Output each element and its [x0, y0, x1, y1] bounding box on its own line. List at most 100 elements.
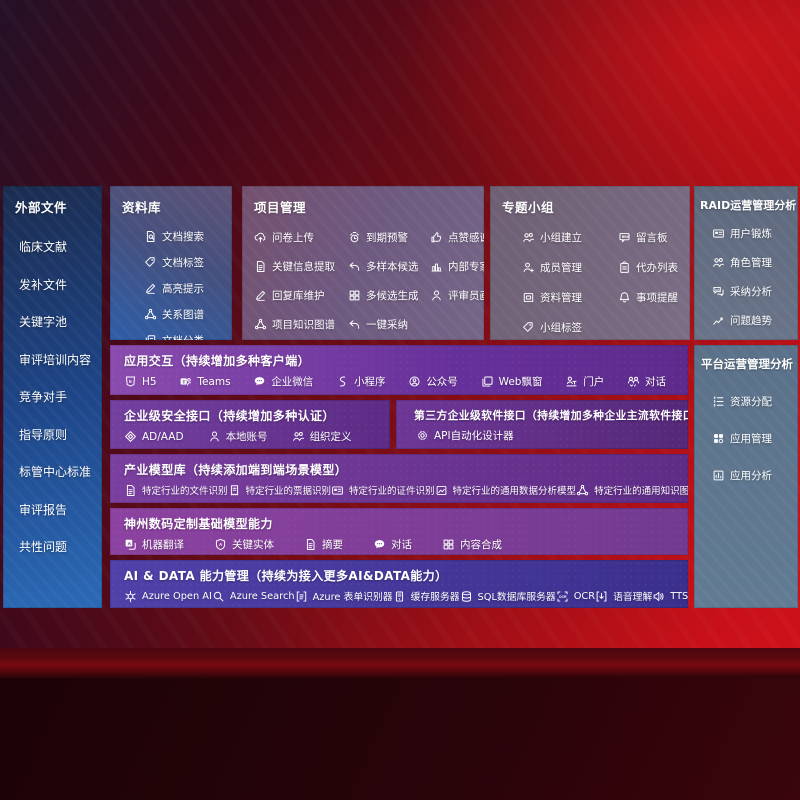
feature-item: 对话	[627, 374, 666, 389]
feature-label: 本地账号	[225, 431, 268, 443]
feature-item: 小程序	[336, 374, 386, 389]
feature-row: 特定行业的文件识别 特定行业的票据识别 特定行业的证件识别 特定行业的通用数据分析模型…	[110, 478, 688, 497]
teams-icon: T	[179, 375, 192, 388]
podium-icon	[430, 260, 443, 273]
feature-item: 代办列表	[618, 260, 690, 275]
feature-grid: 小组建立 BBS 留言板 成员管理 代办列表 资料管理 事项提醒 小组标签	[490, 216, 690, 335]
people-chat-icon	[627, 375, 640, 388]
feature-label: 特定行业的票据识别	[245, 486, 332, 497]
reply-arrow-icon	[348, 260, 361, 273]
feature-label: 事项提醒	[636, 292, 678, 304]
sidebar-title: 外部文件	[15, 200, 68, 215]
svg-text:5: 5	[129, 379, 132, 385]
feature-label: 关系图谱	[162, 309, 204, 321]
feature-label: 一键采纳	[366, 319, 408, 331]
feature-row: A 机器翻译 A 关键实体 摘要 对话 内容合成	[110, 532, 688, 552]
feature-item: AD/AAD	[124, 430, 184, 443]
svg-text:BBS: BBS	[622, 235, 630, 239]
sidebar-item: 关键字池	[19, 315, 68, 329]
row-security-interface: 企业级安全接口（持续增加多种认证） AD/AAD 本地账号 组织定义	[110, 400, 390, 449]
feature-label: 关键实体	[232, 539, 274, 551]
feature-item: Web飘窗	[481, 374, 543, 389]
trend-icon	[712, 314, 725, 327]
org-people-icon	[292, 430, 305, 443]
feature-item: 资料管理	[522, 290, 618, 305]
sidebar-item: 发补文件	[19, 277, 68, 292]
feature-item: 关系图谱	[144, 307, 232, 322]
doc-lines-icon	[124, 484, 137, 497]
row-title: 产业模型库（持续添加端到端场景模型）	[124, 463, 348, 477]
feature-label: 特定行业的文件识别	[142, 486, 228, 497]
feature-label: 多候选生成	[366, 290, 419, 302]
thumbs-up-icon	[430, 231, 443, 244]
feature-item: 特定行业的文件识别	[124, 483, 228, 497]
feature-label: 问题趋势	[730, 315, 772, 327]
cloud-upload-icon	[254, 231, 267, 244]
form-recognizer-icon	[295, 590, 308, 603]
feature-row: API自动化设计器	[396, 423, 688, 443]
feature-item: 问题趋势	[712, 313, 798, 328]
row-title: 第三方企业级软件接口（持续增加多种企业主流软件接口）	[414, 409, 688, 422]
h5-icon: 5	[124, 375, 137, 388]
panel-title: RAID运营管理分析	[700, 199, 797, 212]
feature-grid: 问卷上传 到期预警 点赞感谢关键信息提取 多样本候选 内部专家排名回复库维护 多候选生成 评…	[242, 216, 484, 332]
feature-item: 问卷上传	[254, 230, 344, 245]
pen-icon	[254, 289, 267, 302]
feature-item: Azure 表单识别器	[295, 589, 393, 603]
sql-database-icon	[460, 590, 473, 603]
feature-item: 特定行业的通用数据分析模型	[435, 483, 576, 497]
feature-item: A 机器翻译	[124, 537, 184, 552]
feature-label: 代办列表	[636, 262, 678, 274]
doc-tag-icon	[144, 256, 157, 269]
feature-item: 到期预警	[348, 230, 426, 245]
sidebar-item: 审评报告	[19, 502, 68, 517]
knowledge-graph-icon	[576, 484, 589, 497]
feature-item: 成员管理	[522, 260, 618, 275]
feature-label: 语音理解	[613, 592, 653, 603]
feature-label: 小组标签	[540, 322, 582, 334]
summary-doc-icon	[304, 538, 317, 551]
feature-label: 特定行业的证件识别	[349, 486, 435, 497]
feature-label: 对话	[644, 376, 666, 388]
feature-item: 回复库维护	[254, 288, 344, 303]
feature-item: Azure Search	[212, 590, 295, 603]
feature-item: 应用管理	[712, 431, 798, 446]
panel-title: 专题小组	[502, 200, 555, 215]
speech-icon	[595, 590, 608, 603]
feature-item: 缓存服务器	[393, 589, 460, 603]
feature-item: 角色管理	[712, 255, 798, 270]
grid-icon	[348, 289, 361, 302]
row-thirdparty-interface: 第三方企业级软件接口（持续增加多种企业主流软件接口） API自动化设计器	[396, 400, 688, 449]
feature-label: 缓存服务器	[410, 592, 460, 603]
feature-label: 资料管理	[540, 292, 582, 304]
feature-item: 文档分类	[144, 333, 232, 340]
cache-server-icon	[393, 590, 406, 603]
feature-list: 文档搜索文档标签高亮提示关系图谱文档分类	[110, 216, 232, 340]
sidebar-item: 共性问题	[19, 540, 68, 554]
desk-edge	[0, 648, 800, 678]
doc-category-icon	[144, 334, 157, 340]
panel-data-library: 资料库 文档搜索文档标签高亮提示关系图谱文档分类	[110, 186, 232, 340]
chart-bars-icon	[712, 469, 725, 482]
feature-label: TTS	[670, 590, 688, 602]
feature-item: 内部专家排名	[430, 259, 484, 274]
diamond-icon	[124, 430, 137, 443]
panel-topic-groups: 专题小组 小组建立 BBS 留言板 成员管理 代办列表 资料管理 事项提醒 小组标签	[490, 186, 690, 340]
row-title: 神州数码定制基础模型能力	[124, 517, 273, 531]
feature-list: 用户锻炼 角色管理 QA 采纳分析 问题趋势	[694, 213, 798, 328]
svg-text:OCR: OCR	[559, 594, 567, 598]
feature-label: 高亮提示	[162, 283, 204, 295]
feature-item: 5 H5	[124, 375, 157, 388]
panel-title: 平台运营管理分析	[701, 357, 793, 371]
person-desk-icon	[565, 375, 578, 388]
archive-icon	[522, 291, 535, 304]
feature-item: 多样本候选	[348, 259, 426, 274]
person-icon	[430, 289, 443, 302]
feature-item: 门户	[565, 374, 604, 389]
feature-label: 内部专家排名	[448, 261, 484, 273]
feature-item: 一键采纳	[348, 317, 426, 332]
feature-label: 对话	[391, 539, 412, 551]
feature-item: 企业微信	[253, 374, 313, 389]
feature-label: Web飘窗	[498, 376, 543, 388]
id-card-icon	[712, 227, 725, 240]
